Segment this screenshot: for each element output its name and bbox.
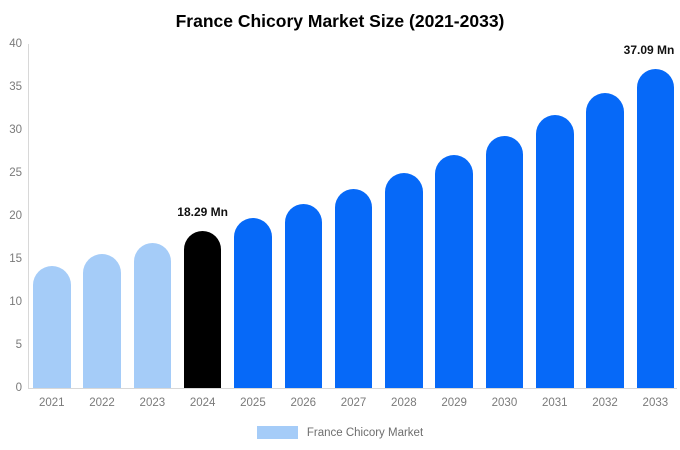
x-tick-label: 2032 bbox=[592, 397, 618, 409]
legend-label: France Chicory Market bbox=[306, 426, 424, 439]
x-tick-label: 2031 bbox=[541, 397, 568, 409]
legend-swatch-icon bbox=[256, 426, 298, 439]
bar-value-label: 18.29 Mn bbox=[177, 204, 228, 219]
y-tick-label: 15 bbox=[9, 253, 22, 265]
x-tick-label: 2029 bbox=[441, 397, 467, 409]
bar-2027[interactable] bbox=[334, 189, 373, 388]
y-tick-label: 30 bbox=[9, 124, 22, 136]
x-tick-label: 2026 bbox=[290, 397, 317, 409]
bar-value-label: 37.09 Mn bbox=[623, 43, 675, 58]
bar-2024[interactable] bbox=[183, 230, 222, 388]
x-axis-line bbox=[28, 388, 677, 389]
x-tick-label: 2021 bbox=[38, 397, 65, 409]
chart-title: France Chicory Market Size (2021-2033) bbox=[175, 11, 505, 31]
y-tick-label: 25 bbox=[9, 167, 22, 179]
bar-2026[interactable] bbox=[284, 203, 322, 388]
bar-2022[interactable] bbox=[83, 253, 121, 388]
bar-2023[interactable] bbox=[133, 242, 172, 388]
bar-2029[interactable] bbox=[435, 154, 473, 388]
x-tick-label: 2025 bbox=[240, 397, 266, 409]
y-axis-line bbox=[28, 44, 29, 389]
bar-2025[interactable] bbox=[234, 217, 272, 388]
bar-2021[interactable] bbox=[33, 265, 71, 388]
x-tick-label: 2023 bbox=[139, 397, 166, 409]
y-tick-label: 10 bbox=[9, 296, 22, 308]
bar-2028[interactable] bbox=[385, 173, 423, 388]
x-tick-label: 2028 bbox=[391, 397, 417, 409]
y-tick-label: 20 bbox=[9, 210, 22, 222]
x-tick-label: 2024 bbox=[189, 397, 216, 409]
bar-2032[interactable] bbox=[586, 93, 624, 388]
bar-2033[interactable] bbox=[636, 69, 675, 388]
y-tick-label: 5 bbox=[15, 339, 22, 351]
y-tick-label: 40 bbox=[9, 38, 22, 50]
y-tick-label: 35 bbox=[9, 81, 22, 93]
x-tick-label: 2033 bbox=[642, 397, 669, 409]
legend: France Chicory Market bbox=[0, 426, 680, 439]
x-tick-label: 2027 bbox=[340, 397, 367, 409]
bar-2030[interactable] bbox=[485, 136, 524, 388]
x-tick-label: 2030 bbox=[491, 397, 518, 409]
y-tick-label: 0 bbox=[15, 382, 22, 394]
x-tick-label: 2022 bbox=[89, 397, 115, 409]
legend-item[interactable]: France Chicory Market bbox=[256, 426, 424, 439]
bar-2031[interactable] bbox=[536, 115, 574, 388]
